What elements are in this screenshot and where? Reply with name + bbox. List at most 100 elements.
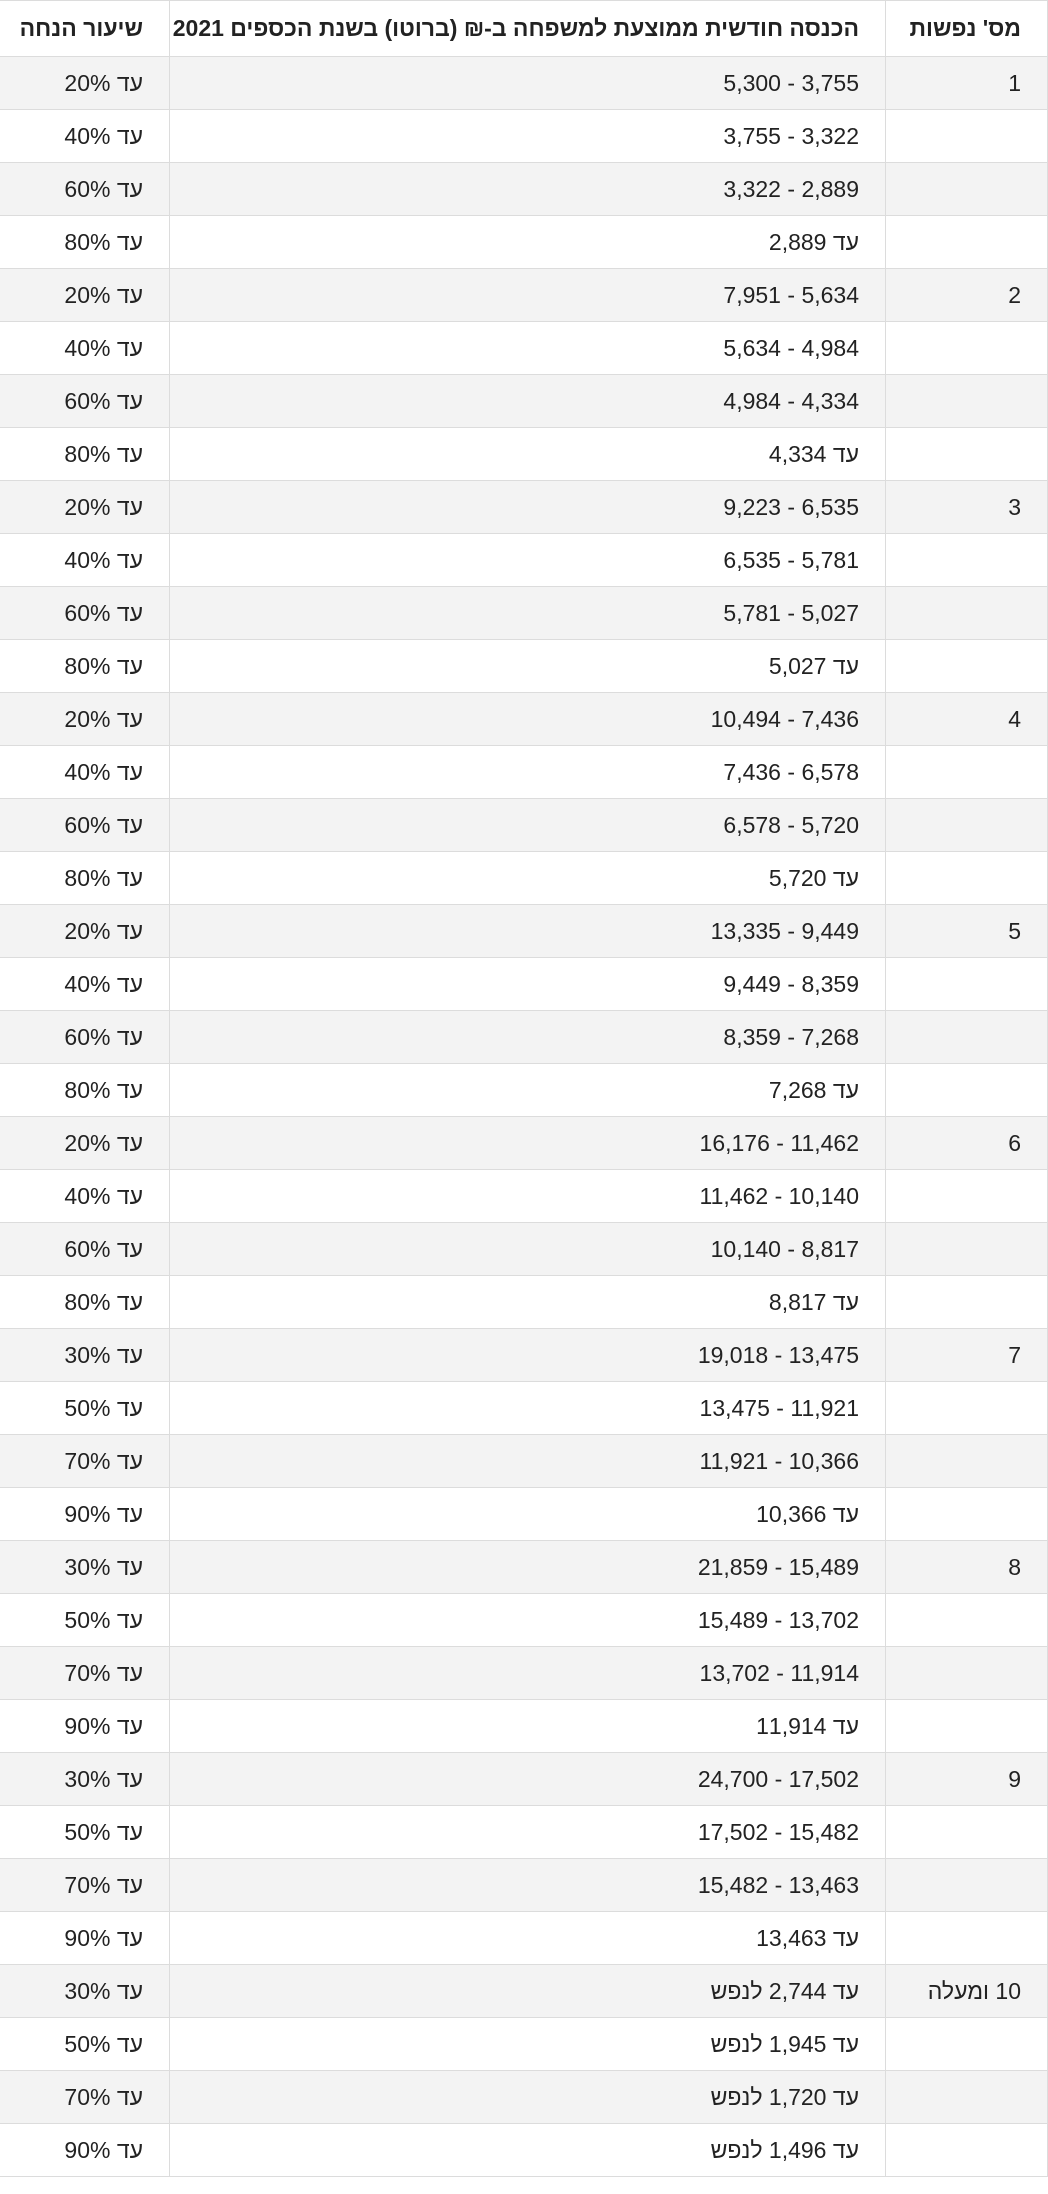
cell-income: עד 1,945 לנפש xyxy=(169,2017,886,2071)
cell-persons xyxy=(885,374,1048,428)
cell-discount: עד 70% xyxy=(0,1858,170,1912)
cell-income: עד 8,817 xyxy=(169,1275,886,1329)
table-row: 10,366 - 11,921 עד 70% xyxy=(0,1434,1048,1488)
cell-persons xyxy=(885,1222,1048,1276)
cell-persons xyxy=(885,957,1048,1011)
table-row: 5,720 - 6,578 עד 60% xyxy=(0,798,1048,852)
cell-persons xyxy=(885,1434,1048,1488)
cell-discount: עד 40% xyxy=(0,745,170,799)
cell-income: 10,140 - 11,462 xyxy=(169,1169,886,1223)
cell-persons xyxy=(885,851,1048,905)
cell-persons xyxy=(885,798,1048,852)
cell-discount: עד 80% xyxy=(0,851,170,905)
cell-discount: עד 60% xyxy=(0,1010,170,1064)
cell-income: 6,535 - 9,223 xyxy=(169,480,886,534)
cell-income: 10,366 - 11,921 xyxy=(169,1434,886,1488)
cell-discount: עד 90% xyxy=(0,2123,170,2177)
cell-income: עד 11,914 xyxy=(169,1699,886,1753)
cell-persons xyxy=(885,162,1048,216)
cell-persons xyxy=(885,1381,1048,1435)
cell-discount: עד 60% xyxy=(0,374,170,428)
cell-persons xyxy=(885,109,1048,163)
cell-income: עד 1,720 לנפש xyxy=(169,2070,886,2124)
cell-persons xyxy=(885,1593,1048,1647)
cell-persons xyxy=(885,1169,1048,1223)
cell-persons xyxy=(885,427,1048,481)
cell-income: 7,268 - 8,359 xyxy=(169,1010,886,1064)
cell-persons xyxy=(885,2123,1048,2177)
cell-income: עד 2,744 לנפש xyxy=(169,1964,886,2018)
cell-income: 4,334 - 4,984 xyxy=(169,374,886,428)
cell-income: 4,984 - 5,634 xyxy=(169,321,886,375)
table-row: 7 13,475 - 19,018 עד 30% xyxy=(0,1328,1048,1382)
cell-discount: עד 80% xyxy=(0,215,170,269)
table-row: 8 15,489 - 21,859 עד 30% xyxy=(0,1540,1048,1594)
table-row: 15,482 - 17,502 עד 50% xyxy=(0,1805,1048,1859)
cell-income: 8,359 - 9,449 xyxy=(169,957,886,1011)
cell-income: עד 5,720 xyxy=(169,851,886,905)
table-row: עד 1,945 לנפש עד 50% xyxy=(0,2017,1048,2071)
header-persons: מס' נפשות xyxy=(885,0,1048,57)
cell-income: 5,027 - 5,781 xyxy=(169,586,886,640)
table-body: 1 3,755 - 5,300 עד 20% 3,322 - 3,755 עד 40% 2… xyxy=(0,56,1048,2177)
cell-persons xyxy=(885,2017,1048,2071)
table-row: עד 7,268 עד 80% xyxy=(0,1063,1048,1117)
cell-discount: עד 50% xyxy=(0,2017,170,2071)
cell-discount: עד 60% xyxy=(0,162,170,216)
cell-persons xyxy=(885,1010,1048,1064)
cell-persons: 2 xyxy=(885,268,1048,322)
cell-discount: עד 30% xyxy=(0,1964,170,2018)
cell-discount: עד 90% xyxy=(0,1699,170,1753)
cell-discount: עד 50% xyxy=(0,1805,170,1859)
cell-income: 8,817 - 10,140 xyxy=(169,1222,886,1276)
cell-discount: עד 40% xyxy=(0,109,170,163)
cell-income: 15,482 - 17,502 xyxy=(169,1805,886,1859)
cell-income: 9,449 - 13,335 xyxy=(169,904,886,958)
table-row: 11,914 - 13,702 עד 70% xyxy=(0,1646,1048,1700)
header-discount: שיעור הנחה xyxy=(0,0,170,57)
table-row: עד 1,720 לנפש עד 70% xyxy=(0,2070,1048,2124)
cell-discount: עד 20% xyxy=(0,480,170,534)
table-row: 6,578 - 7,436 עד 40% xyxy=(0,745,1048,799)
cell-discount: עד 20% xyxy=(0,692,170,746)
table-row: 3,322 - 3,755 עד 40% xyxy=(0,109,1048,163)
table-row: 7,268 - 8,359 עד 60% xyxy=(0,1010,1048,1064)
cell-income: 11,462 - 16,176 xyxy=(169,1116,886,1170)
cell-income: 5,720 - 6,578 xyxy=(169,798,886,852)
cell-persons xyxy=(885,1487,1048,1541)
cell-discount: עד 80% xyxy=(0,1063,170,1117)
cell-income: עד 7,268 xyxy=(169,1063,886,1117)
cell-persons: 6 xyxy=(885,1116,1048,1170)
cell-discount: עד 30% xyxy=(0,1328,170,1382)
cell-discount: עד 20% xyxy=(0,1116,170,1170)
cell-income: עד 13,463 xyxy=(169,1911,886,1965)
cell-persons xyxy=(885,639,1048,693)
table-row: 8,359 - 9,449 עד 40% xyxy=(0,957,1048,1011)
cell-persons xyxy=(885,321,1048,375)
table-row: 2,889 - 3,322 עד 60% xyxy=(0,162,1048,216)
cell-discount: עד 50% xyxy=(0,1593,170,1647)
cell-discount: עד 60% xyxy=(0,1222,170,1276)
cell-income: 5,634 - 7,951 xyxy=(169,268,886,322)
cell-income: 3,755 - 5,300 xyxy=(169,56,886,110)
table-row: עד 13,463 עד 90% xyxy=(0,1911,1048,1965)
table-row: 9 17,502 - 24,700 עד 30% xyxy=(0,1752,1048,1806)
cell-income: 15,489 - 21,859 xyxy=(169,1540,886,1594)
cell-discount: עד 60% xyxy=(0,798,170,852)
cell-persons: 4 xyxy=(885,692,1048,746)
cell-discount: עד 70% xyxy=(0,1646,170,1700)
cell-income: 13,475 - 19,018 xyxy=(169,1328,886,1382)
cell-income: 7,436 - 10,494 xyxy=(169,692,886,746)
table-row: 5,027 - 5,781 עד 60% xyxy=(0,586,1048,640)
table-row: 5 9,449 - 13,335 עד 20% xyxy=(0,904,1048,958)
table-row: 5,781 - 6,535 עד 40% xyxy=(0,533,1048,587)
cell-persons: 8 xyxy=(885,1540,1048,1594)
cell-discount: עד 70% xyxy=(0,2070,170,2124)
table-row: 4 7,436 - 10,494 עד 20% xyxy=(0,692,1048,746)
table-row: 10 ומעלה עד 2,744 לנפש עד 30% xyxy=(0,1964,1048,2018)
cell-persons xyxy=(885,1646,1048,1700)
cell-discount: עד 40% xyxy=(0,957,170,1011)
cell-discount: עד 40% xyxy=(0,533,170,587)
cell-income: 2,889 - 3,322 xyxy=(169,162,886,216)
